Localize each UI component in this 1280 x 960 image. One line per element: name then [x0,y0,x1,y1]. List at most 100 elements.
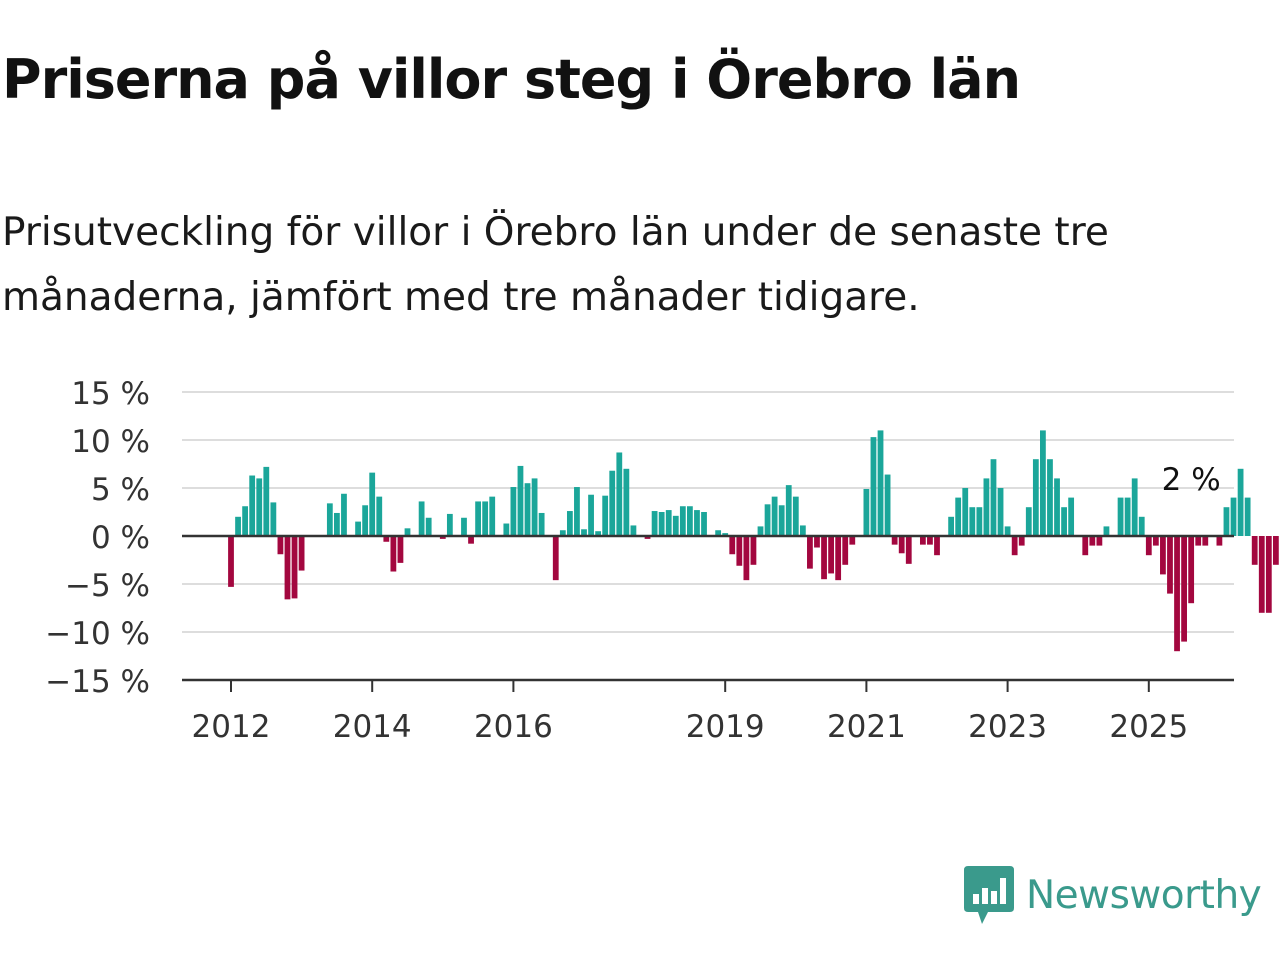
bar [383,536,390,542]
axes [182,534,1234,692]
bar [1089,536,1096,546]
bar [1258,536,1265,613]
x-tick-label: 2025 [1109,709,1188,745]
newsworthy-logo-icon [964,866,1014,924]
bar [679,506,686,536]
bar [969,507,976,536]
bar [369,472,376,536]
bar [983,478,990,536]
bar [482,501,489,536]
bar [1054,478,1060,536]
brand-logo: Newsworthy [964,866,1262,924]
bar [602,495,609,536]
bar [658,512,665,536]
tick-labels: 15 % 10 % 5 % 0 % −5 % −10 % −15 % 2012 2014 2016… [45,376,1220,745]
bar [588,494,594,536]
bar [807,536,813,569]
bar [835,536,842,581]
last-value-label: 2 % [1162,462,1221,498]
bar [404,528,411,536]
y-tick-label: 0 % [91,520,150,556]
bar [249,475,256,536]
bar [524,483,531,536]
bar [1004,526,1011,536]
bar [1167,536,1173,594]
bar [722,533,729,536]
bar [1124,497,1131,536]
bar [863,488,870,536]
bar [235,516,241,536]
bar [750,536,757,565]
bar [898,536,905,554]
bar [390,536,397,572]
bar [1138,516,1145,536]
bar [1040,430,1046,536]
x-tick-label: 2023 [968,709,1047,745]
bar [425,517,432,536]
bar [1061,507,1067,536]
bar [1032,459,1039,536]
bar [1096,536,1103,546]
x-tick-label: 2021 [827,709,906,745]
bar [538,512,545,536]
bar [1195,536,1202,546]
bar [468,536,474,544]
bar [1237,468,1244,536]
bar [955,497,962,536]
bar [1152,536,1159,546]
bar [997,488,1004,536]
bar [256,478,263,536]
bar [884,474,891,536]
bar [566,511,573,536]
bar [228,536,234,587]
bar [1131,478,1138,536]
bar [616,452,623,536]
chart-title: Priserna på villor steg i Örebro län [2,48,1021,111]
bar [729,536,736,555]
bar [644,536,651,539]
bar [1265,536,1272,613]
x-tick-label: 2019 [686,709,765,745]
bar [927,536,933,545]
bar [270,502,277,536]
bar [284,536,291,600]
bar [665,510,672,536]
bar [919,536,926,545]
bar [1047,459,1053,536]
bar [446,513,453,536]
bar [672,515,679,536]
bar [552,536,559,581]
bar [1230,497,1237,536]
bar [623,468,630,536]
bar [291,536,298,599]
bar [1216,536,1223,546]
bar [581,529,587,536]
bar [595,531,602,536]
bar [630,525,637,536]
y-tick-label: 10 % [71,424,150,460]
bar [948,516,955,536]
bar [743,536,750,581]
bar [298,536,305,571]
bar [461,517,467,536]
bar [574,487,580,536]
bar [510,487,517,536]
bar [651,511,658,536]
bar [489,496,496,536]
bar [355,521,361,536]
y-tick-label: −15 % [45,664,150,700]
bar [736,536,743,566]
bar [1251,536,1258,565]
bar [701,512,707,536]
bar [715,530,722,536]
bar [1181,536,1187,642]
bar [1202,536,1209,546]
bar [503,523,510,536]
bar [531,478,538,536]
bar [609,470,616,536]
bar [764,504,771,536]
bar [828,536,834,574]
bar [1068,497,1075,536]
bar [1117,497,1124,536]
bar [849,536,856,545]
